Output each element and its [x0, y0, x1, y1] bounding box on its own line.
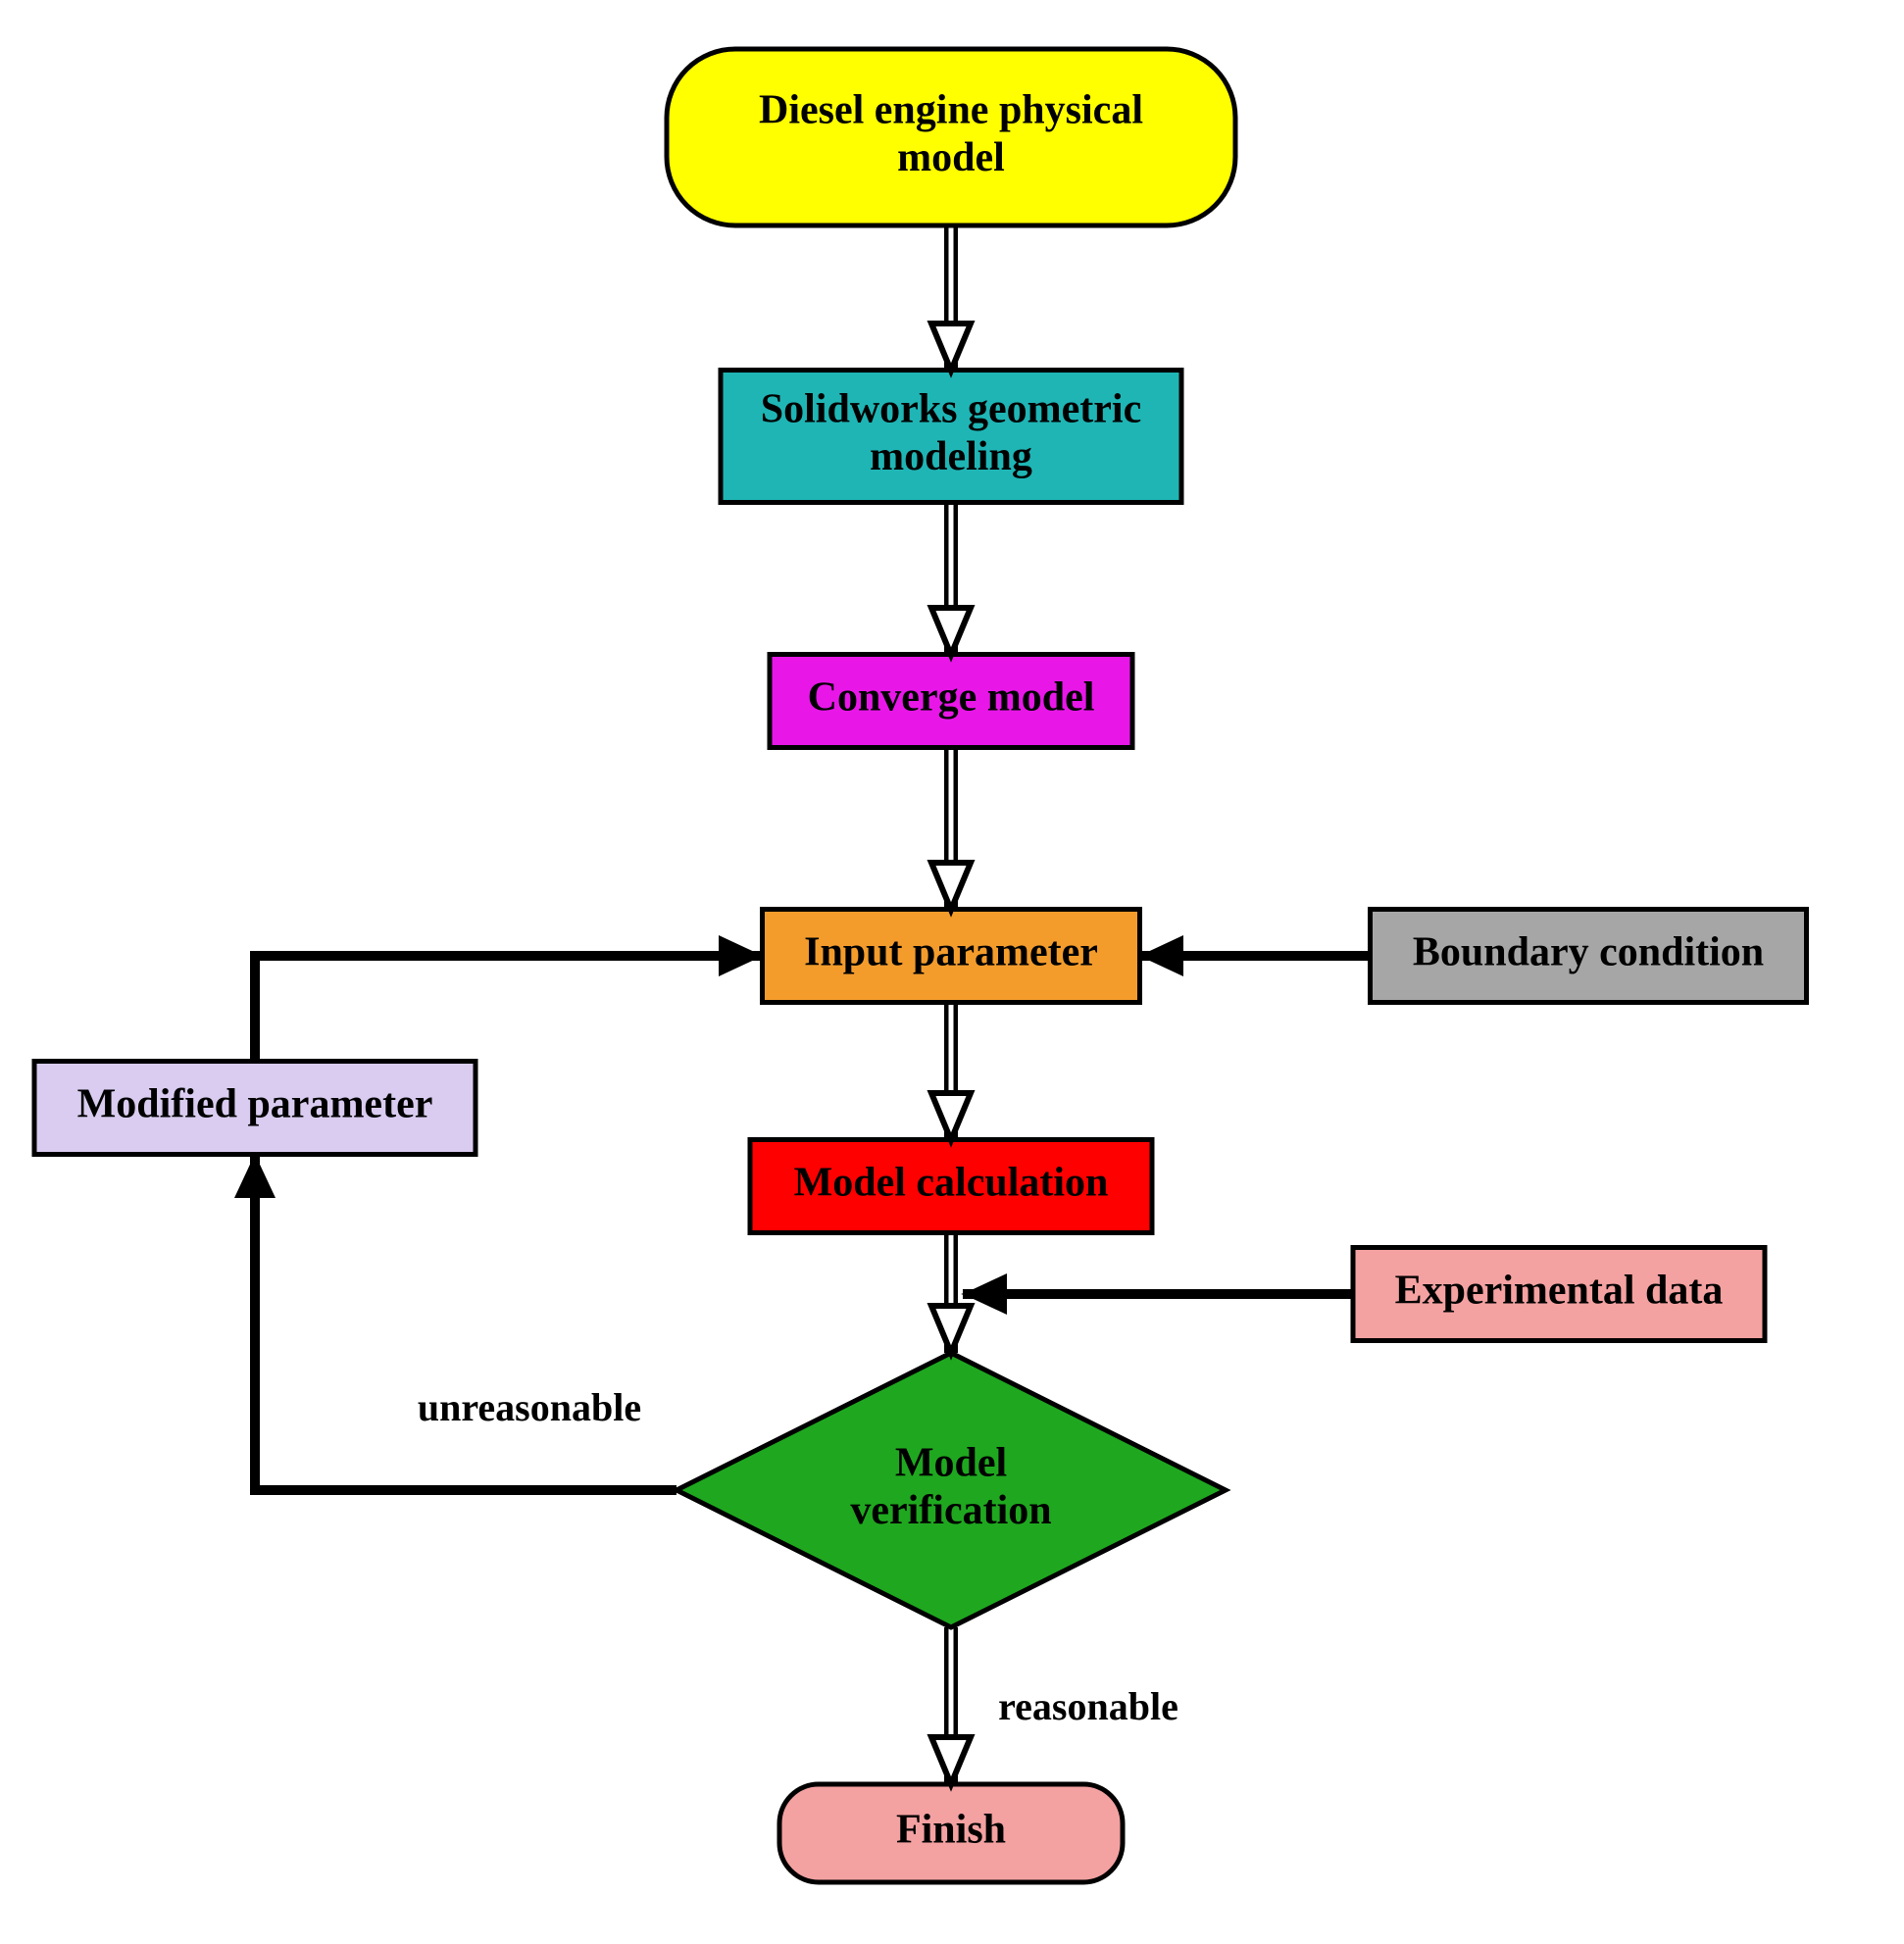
node-physical-model-label-line-0: Diesel engine physical [759, 87, 1143, 132]
node-converge-label-line-0: Converge model [808, 675, 1095, 721]
edge-e6-label: reasonable [998, 1684, 1178, 1728]
edge-e9-label: unreasonable [418, 1385, 641, 1429]
node-solidworks-label-line-0: Solidworks geometric [761, 386, 1141, 431]
edge-e10 [255, 956, 763, 1062]
node-model-verification-label-line-1: verification [850, 1488, 1051, 1533]
node-model-calculation-label-line-0: Model calculation [794, 1161, 1109, 1206]
node-finish-label-line-0: Finish [896, 1808, 1006, 1853]
node-physical-model: Diesel engine physicalmodel [667, 49, 1235, 225]
node-solidworks-label-line-1: modeling [870, 434, 1032, 479]
node-experimental-data: Experimental data [1353, 1248, 1765, 1341]
node-model-calculation: Model calculation [750, 1140, 1152, 1233]
edge-e9 [255, 1154, 676, 1490]
node-model-verification-label-line-0: Model [895, 1440, 1007, 1485]
node-finish: Finish [779, 1784, 1123, 1882]
node-experimental-data-label-line-0: Experimental data [1395, 1269, 1724, 1314]
node-input-parameter-label-line-0: Input parameter [804, 930, 1098, 975]
node-physical-model-label-line-1: model [897, 135, 1005, 180]
node-boundary-condition: Boundary condition [1371, 910, 1807, 1003]
node-boundary-condition-label-line-0: Boundary condition [1413, 930, 1764, 975]
node-model-verification: Modelverification [676, 1353, 1226, 1627]
node-solidworks: Solidworks geometricmodeling [721, 371, 1181, 503]
flowchart-canvas: Diesel engine physicalmodel Solidworks ge… [0, 0, 1904, 1944]
node-modified-parameter: Modified parameter [34, 1062, 476, 1155]
node-input-parameter: Input parameter [763, 910, 1140, 1003]
node-converge: Converge model [770, 655, 1132, 748]
node-modified-parameter-label-line-0: Modified parameter [77, 1082, 433, 1127]
nodes-group: Diesel engine physicalmodel Solidworks ge… [34, 49, 1807, 1882]
